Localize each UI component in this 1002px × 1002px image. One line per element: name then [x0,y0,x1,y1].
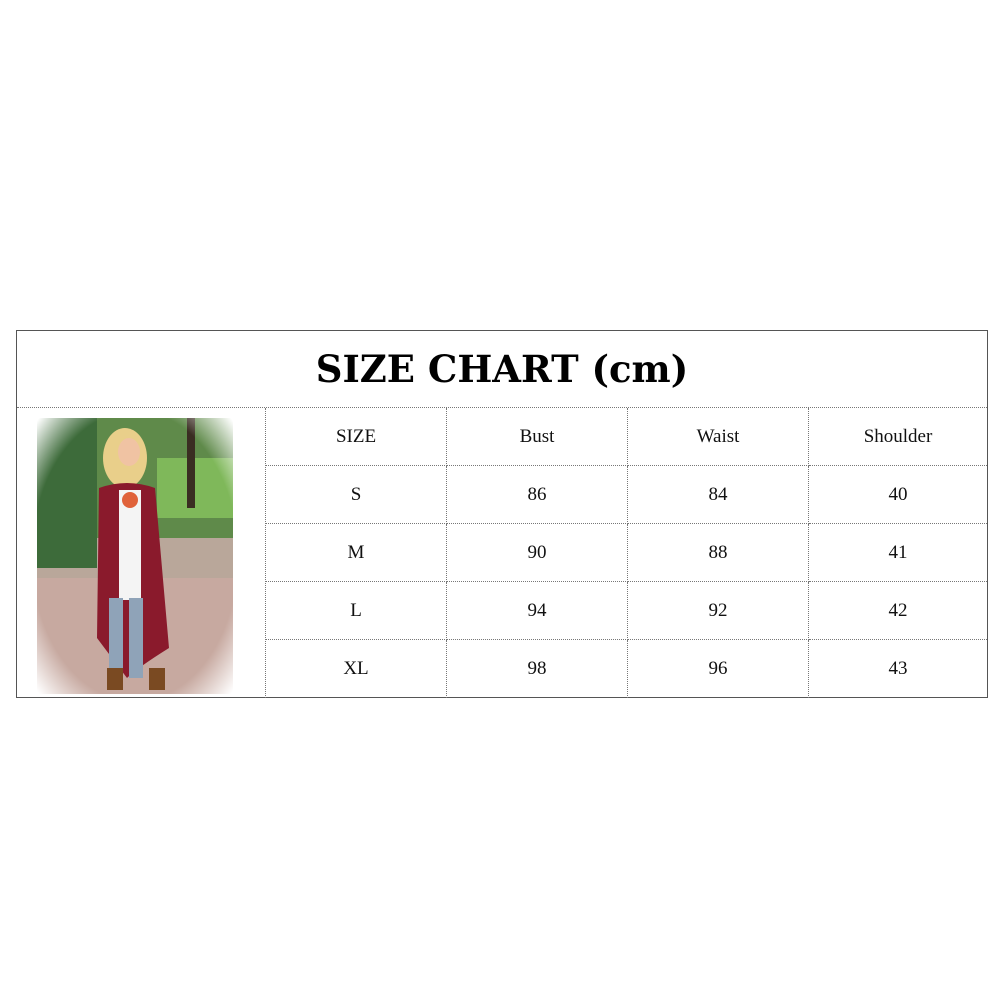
table-cell: L [266,582,447,640]
column-header: Bust [447,408,628,466]
table-cell: 92 [628,582,809,640]
column-header: Shoulder [809,408,987,466]
table-cell: 43 [888,658,908,679]
table-cell: 41 [809,524,987,582]
table-cell: 86 [447,466,628,524]
product-photo [17,408,266,698]
model-image [37,418,233,694]
size-chart: SIZE CHART (cm) [16,330,988,698]
size-table: SIZE Bust Waist Shoulder S 86 84 40 M 90 88 41 L 94 92… [266,408,987,698]
table-cell: 98 [447,640,628,698]
table-cell: 84 [628,466,809,524]
table-cell: S [266,466,447,524]
table-cell: 88 [628,524,809,582]
table-cell: 40 [809,466,987,524]
table-cell: M [266,524,447,582]
column-header: SIZE [266,408,447,466]
table-cell: 94 [447,582,628,640]
table-cell: 96 [628,640,809,698]
table-cell: 90 [447,524,628,582]
column-header: Waist [628,408,809,466]
table-cell: XL [266,640,447,698]
chart-title: SIZE CHART (cm) [17,331,987,408]
table-cell: 42 [809,582,987,640]
